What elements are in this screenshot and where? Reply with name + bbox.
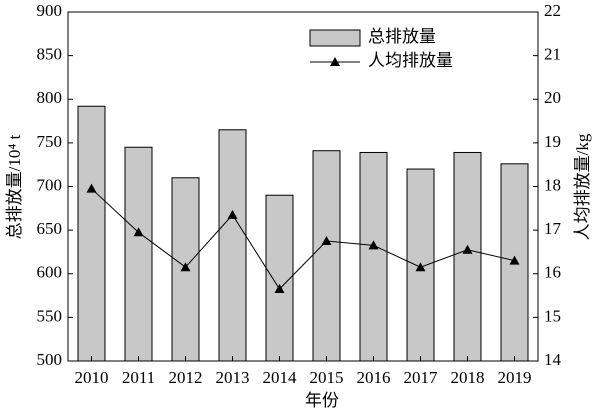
marker [180,262,191,272]
y-tick-label: 600 [37,263,63,282]
bar [265,194,294,362]
x-tick-label: 2010 [75,368,109,387]
x-tick-label: 2018 [451,368,485,387]
marker [133,227,144,237]
y2-tick-label: 20 [544,88,561,107]
y2-tick-label: 22 [544,1,561,20]
y-axis-label: 总排放量/10⁴ t [5,134,24,239]
bar [312,150,341,362]
y-tick-label: 750 [37,132,63,151]
x-tick-label: 2014 [263,368,298,387]
bar [453,151,482,362]
x-tick-label: 2013 [216,368,250,387]
y-tick-label: 700 [37,175,63,194]
bar [359,151,388,362]
marker [274,284,285,294]
legend-label: 总排放量 [368,27,436,46]
y-tick-label: 500 [37,350,63,369]
x-axis-label: 年份 [305,391,339,410]
y-tick-label: 850 [37,45,63,64]
y2-tick-label: 17 [544,219,562,238]
marker [321,236,332,246]
marker [227,209,238,219]
y2-tick-label: 21 [544,45,561,64]
x-tick-label: 2015 [310,368,344,387]
y-tick-label: 800 [37,88,63,107]
marker [368,240,379,250]
y2-tick-label: 15 [544,306,561,325]
x-tick-label: 2019 [498,368,532,387]
x-tick-label: 2017 [404,368,439,387]
marker [415,262,426,272]
x-tick-label: 2011 [122,368,155,387]
y2-tick-label: 19 [544,132,561,151]
x-tick-label: 2016 [357,368,391,387]
legend-label: 人均排放量 [368,51,453,70]
marker [462,244,473,254]
legend-marker [330,57,340,66]
y2-tick-label: 14 [544,350,562,369]
y-tick-label: 650 [37,219,63,238]
marker [509,255,520,265]
line [91,188,515,290]
legend-swatch [309,29,361,47]
bar [218,129,247,362]
y2-tick-label: 16 [544,263,561,282]
marker [86,183,97,193]
y2-axis-label: 人均排放量/kg [573,133,592,240]
y-tick-label: 550 [37,306,63,325]
bar [124,146,153,362]
y-tick-label: 900 [37,1,63,20]
bar [77,105,106,362]
y2-tick-label: 18 [544,175,561,194]
x-tick-label: 2012 [169,368,203,387]
